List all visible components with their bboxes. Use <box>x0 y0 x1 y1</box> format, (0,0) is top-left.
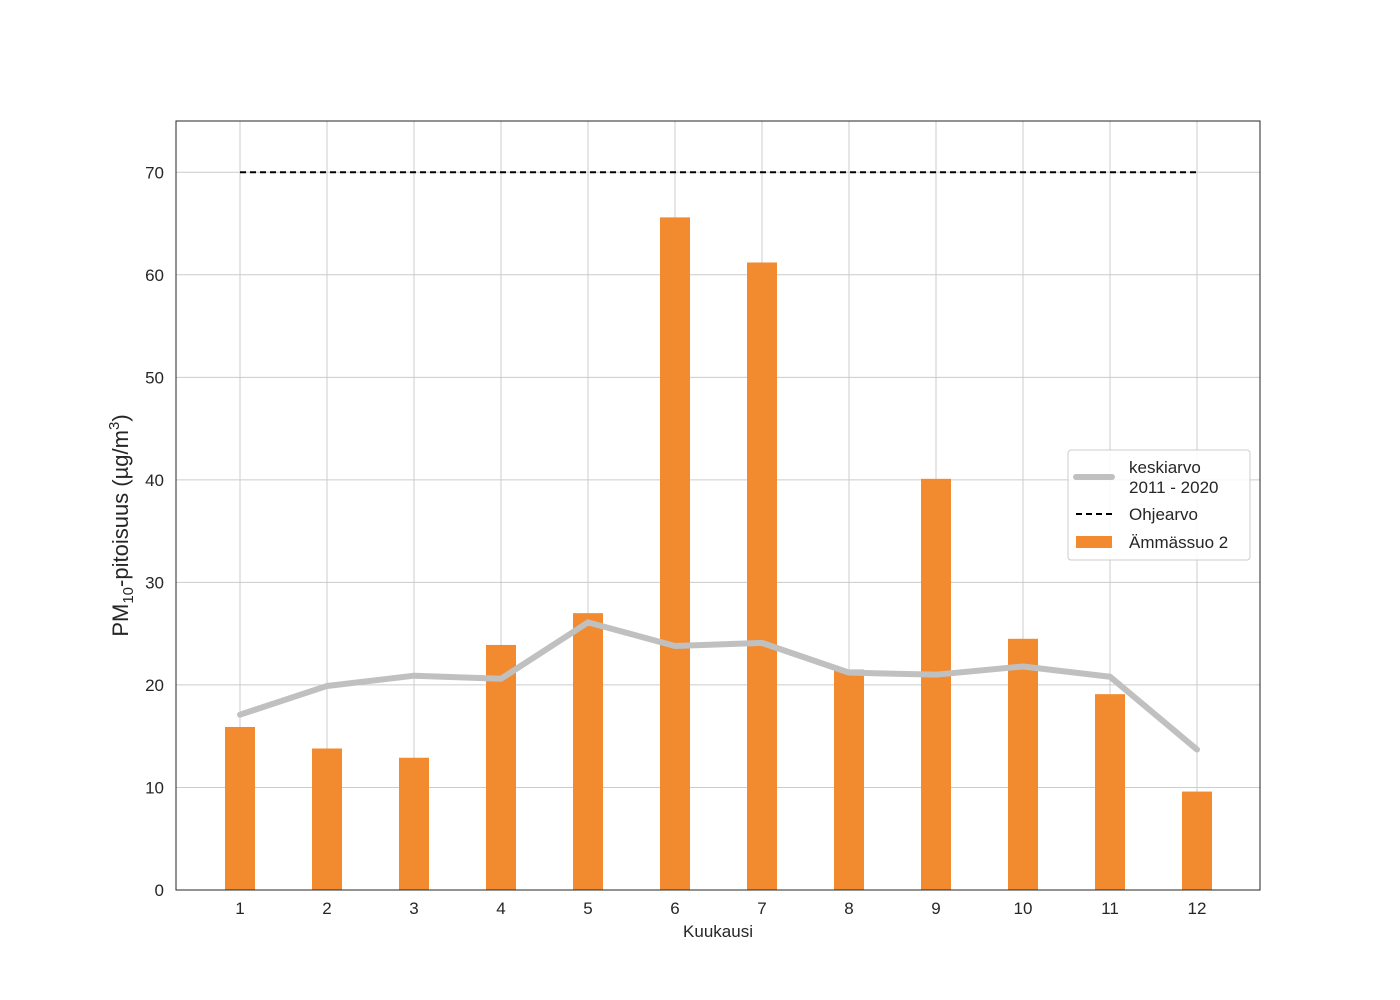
y-tick-label: 20 <box>145 676 164 695</box>
x-tick-label: 3 <box>409 899 418 918</box>
bar-month-3 <box>399 757 429 890</box>
legend-swatch-bar <box>1076 536 1112 548</box>
x-tick-label: 12 <box>1188 899 1207 918</box>
y-axis-label-subscript: 10 <box>120 587 137 604</box>
legend-label: keskiarvo 2011 - 2020 <box>1129 458 1218 497</box>
x-tick-label: 8 <box>844 899 853 918</box>
bar-month-5 <box>573 613 603 890</box>
y-tick-label: 60 <box>145 266 164 285</box>
y-axis-label-suffix: ) <box>108 414 133 421</box>
bar-month-12 <box>1182 791 1212 890</box>
y-tick-label: 0 <box>155 881 164 900</box>
bar-month-8 <box>834 669 864 890</box>
y-tick-label: 70 <box>145 163 164 182</box>
bar-month-2 <box>312 748 342 890</box>
plot-area-frame <box>175 120 1261 891</box>
y-axis-label-middle: -pitoisuus (µg/m <box>108 430 133 587</box>
bar-month-4 <box>486 644 516 890</box>
bar-series <box>225 217 1212 891</box>
bar-month-6 <box>660 217 690 890</box>
legend: keskiarvo 2011 - 2020 Ohjearvo Ämmässuo 2 <box>1067 449 1251 561</box>
legend-label: Ohjearvo <box>1129 505 1198 524</box>
y-axis-ticks: 0 10 20 30 40 50 60 70 <box>145 163 164 900</box>
x-axis-ticks: 1 2 3 4 5 6 7 8 9 10 11 12 <box>235 899 1206 918</box>
x-tick-label: 11 <box>1101 899 1119 918</box>
x-tick-label: 10 <box>1014 899 1033 918</box>
x-tick-label: 4 <box>496 899 505 918</box>
x-tick-label: 6 <box>670 899 679 918</box>
y-tick-label: 50 <box>145 368 164 387</box>
y-tick-label: 40 <box>145 471 164 490</box>
x-tick-label: 5 <box>583 899 592 918</box>
y-axis-label-prefix: PM <box>108 604 133 637</box>
legend-label: Ämmässuo 2 <box>1129 533 1228 552</box>
x-tick-label: 1 <box>235 899 244 918</box>
line-series <box>237 171 1200 753</box>
bar-month-10 <box>1008 638 1038 890</box>
y-axis-label: PM10-pitoisuus (µg/m3) <box>106 414 137 636</box>
bar-month-9 <box>921 478 951 890</box>
x-tick-label: 9 <box>931 899 940 918</box>
y-tick-label: 10 <box>145 778 164 797</box>
y-tick-label: 30 <box>145 573 164 592</box>
x-tick-label: 7 <box>757 899 766 918</box>
bar-month-1 <box>225 726 255 890</box>
y-axis-label-superscript: 3 <box>106 422 123 430</box>
bar-month-7 <box>747 262 777 891</box>
x-tick-label: 2 <box>322 899 331 918</box>
bar-month-11 <box>1095 694 1125 890</box>
average-line <box>237 619 1200 753</box>
x-axis-label: Kuukausi <box>683 922 753 941</box>
